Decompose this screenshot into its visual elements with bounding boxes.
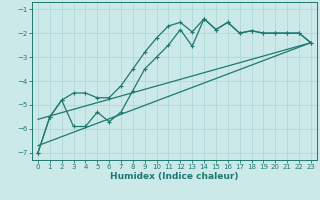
X-axis label: Humidex (Indice chaleur): Humidex (Indice chaleur): [110, 172, 239, 181]
